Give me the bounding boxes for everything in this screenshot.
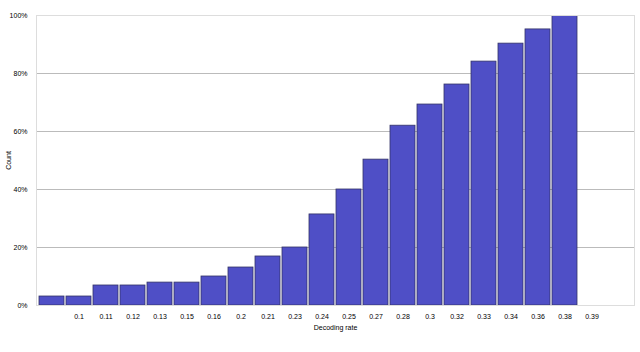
svg-text:0.24: 0.24 [315, 313, 329, 320]
svg-text:0.13: 0.13 [153, 313, 167, 320]
svg-text:0.21: 0.21 [261, 313, 275, 320]
svg-text:0.36: 0.36 [531, 313, 545, 320]
svg-text:0.23: 0.23 [288, 313, 302, 320]
svg-text:40%: 40% [13, 186, 27, 193]
svg-text:0.16: 0.16 [207, 313, 221, 320]
svg-text:0.39: 0.39 [585, 313, 599, 320]
svg-text:0.33: 0.33 [477, 313, 491, 320]
svg-text:0.28: 0.28 [396, 313, 410, 320]
svg-text:0.12: 0.12 [126, 313, 140, 320]
svg-text:0.3: 0.3 [425, 313, 435, 320]
svg-text:0.2: 0.2 [236, 313, 246, 320]
svg-text:0.27: 0.27 [369, 313, 383, 320]
svg-text:0%: 0% [17, 302, 27, 309]
svg-text:60%: 60% [13, 128, 27, 135]
svg-text:0.11: 0.11 [99, 313, 112, 320]
svg-text:80%: 80% [13, 70, 27, 77]
svg-text:0.34: 0.34 [504, 313, 518, 320]
svg-text:0.25: 0.25 [342, 313, 356, 320]
svg-text:0.1: 0.1 [74, 313, 84, 320]
svg-text:Count: Count [5, 151, 12, 170]
svg-text:Decoding rate: Decoding rate [314, 324, 358, 332]
svg-text:100%: 100% [10, 12, 28, 19]
svg-text:20%: 20% [13, 244, 27, 251]
svg-text:0.32: 0.32 [450, 313, 464, 320]
svg-text:0.15: 0.15 [180, 313, 194, 320]
svg-text:0.38: 0.38 [558, 313, 572, 320]
